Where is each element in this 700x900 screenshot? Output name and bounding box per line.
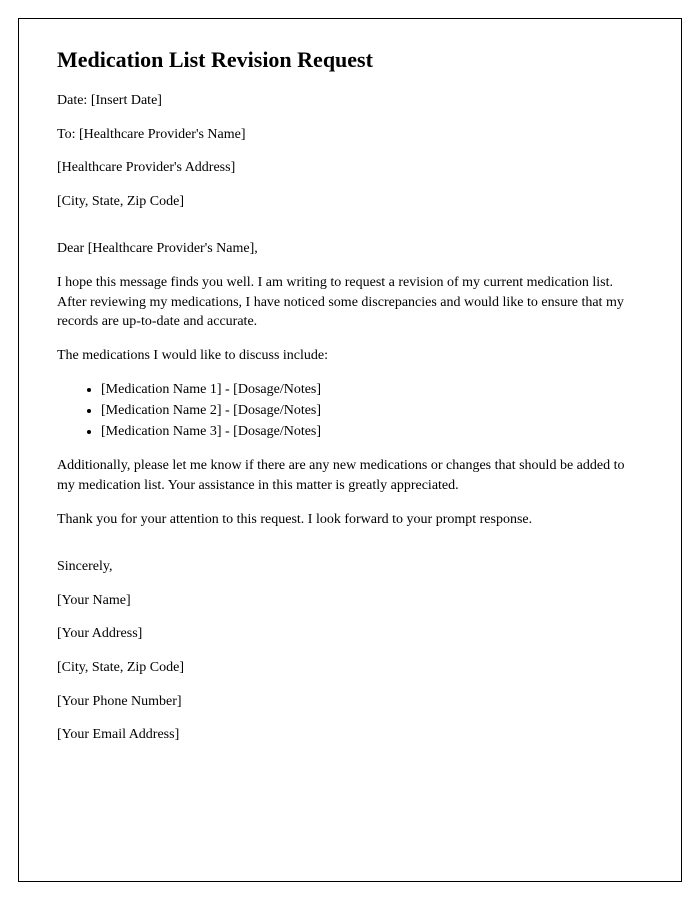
- document-container: Medication List Revision Request Date: […: [18, 18, 682, 882]
- list-item: [Medication Name 3] - [Dosage/Notes]: [101, 421, 643, 442]
- date-line: Date: [Insert Date]: [57, 91, 643, 111]
- provider-city: [City, State, Zip Code]: [57, 192, 643, 212]
- spacer: [57, 225, 643, 239]
- sender-name: [Your Name]: [57, 591, 643, 611]
- to-line: To: [Healthcare Provider's Name]: [57, 125, 643, 145]
- medication-list: [Medication Name 1] - [Dosage/Notes] [Me…: [101, 379, 643, 442]
- sender-email: [Your Email Address]: [57, 725, 643, 745]
- provider-address: [Healthcare Provider's Address]: [57, 158, 643, 178]
- spacer: [57, 543, 643, 557]
- list-item: [Medication Name 2] - [Dosage/Notes]: [101, 400, 643, 421]
- thanks-paragraph: Thank you for your attention to this req…: [57, 510, 643, 530]
- list-item: [Medication Name 1] - [Dosage/Notes]: [101, 379, 643, 400]
- sender-address: [Your Address]: [57, 624, 643, 644]
- salutation: Dear [Healthcare Provider's Name],: [57, 239, 643, 259]
- signoff: Sincerely,: [57, 557, 643, 577]
- sender-phone: [Your Phone Number]: [57, 692, 643, 712]
- list-intro: The medications I would like to discuss …: [57, 346, 643, 366]
- document-title: Medication List Revision Request: [57, 47, 643, 73]
- intro-paragraph: I hope this message finds you well. I am…: [57, 273, 643, 332]
- additional-paragraph: Additionally, please let me know if ther…: [57, 456, 643, 495]
- sender-city: [City, State, Zip Code]: [57, 658, 643, 678]
